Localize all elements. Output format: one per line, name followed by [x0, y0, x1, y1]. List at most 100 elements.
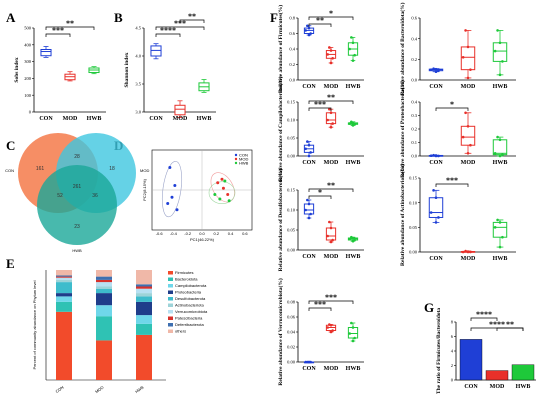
- legend-swatch-Bacteroidota: [168, 277, 173, 281]
- legend-label-Bacteroidota: Bacteroidota: [175, 277, 198, 282]
- sig-bracket-F7: [308, 307, 332, 311]
- x-tick-label-F4: CON: [429, 160, 443, 166]
- sig-label-A: ***: [52, 26, 64, 35]
- point-F6-CON: [434, 221, 438, 224]
- panel-letter-C: C: [6, 138, 15, 153]
- sig-bracket-F6: [435, 183, 469, 187]
- legend-label-Deferribacterota: Deferribacterota: [175, 322, 204, 327]
- stack-segment-Deferribacterota: [56, 275, 72, 277]
- point-F4-MOD: [464, 111, 467, 115]
- point-F5-MOD: [326, 234, 329, 238]
- bar-sig-bracket: [496, 327, 524, 331]
- stack-segment-Proteobacteria: [136, 301, 152, 316]
- bar-y-tick-label: 8: [451, 320, 454, 325]
- y-tick-label-F2: 0.2: [411, 57, 417, 62]
- bar-y-tick-label: 4: [451, 349, 454, 354]
- y-tick-label-F1: 0.0: [289, 78, 295, 83]
- sig-bracket-F4: [435, 107, 469, 111]
- legend-swatch-Deferribacterota: [168, 323, 173, 327]
- panel-letter-B: B: [114, 10, 123, 25]
- point-F6-HWB: [498, 221, 502, 224]
- panel-letter-G: G: [424, 300, 434, 315]
- y-tick-label-F5: 0.00: [287, 248, 296, 253]
- venn-count-CON_only: 161: [36, 166, 45, 172]
- point-F1-HWB: [350, 36, 353, 39]
- panel-letter-E: E: [6, 256, 15, 271]
- stack-segment-Desulfobacterota: [136, 296, 152, 302]
- point-F1-MOD: [331, 57, 334, 60]
- x-tick-label-F1: MOD: [324, 84, 339, 90]
- sig-label-F3: ***: [314, 100, 326, 109]
- stack-segment-Proteobacteria: [96, 293, 112, 306]
- point-F1-MOD: [328, 46, 331, 49]
- y-tick-label-F1: 0.2: [289, 62, 295, 67]
- y-tick-label-F4: 0.1: [411, 140, 417, 145]
- point-F6-HWB: [498, 245, 502, 249]
- legend-dot-MOD: [234, 157, 238, 161]
- stack-segment-Patescibacteria: [136, 286, 152, 289]
- legend-swatch-Patescibacteria: [168, 316, 173, 320]
- y-tick-label-F3: 0.15: [287, 100, 296, 105]
- bar-y-tick-label: 0: [451, 378, 454, 383]
- point-F6-MOD: [469, 250, 472, 254]
- bar-y-tick-label: 6: [451, 334, 454, 339]
- y-tick-label-F6: 0.15: [409, 176, 418, 181]
- x-tick-label-F3: MOD: [324, 160, 339, 166]
- legend-swatch-Campilobacterota: [168, 284, 173, 288]
- y-tick-label-F2: 0.6: [411, 16, 417, 21]
- sig-label-F6: ***: [446, 176, 458, 185]
- sig-bracket-F7: [308, 300, 354, 304]
- point-F5-CON: [309, 212, 312, 216]
- pcoa-point-CON: [170, 195, 174, 199]
- legend-label-Firmicutes: Firmicutes: [175, 270, 193, 275]
- point-F1-HWB: [348, 47, 351, 51]
- point-F3-CON: [307, 143, 311, 147]
- venn-count-CON_HWB: 52: [57, 193, 63, 199]
- pcoa-x-tick: 0.6: [242, 231, 248, 236]
- point-F4-HWB: [501, 153, 504, 156]
- point-F2-HWB: [496, 29, 499, 32]
- sig-bracket-F1: [308, 16, 354, 20]
- y-axis-label-F4: Relative abundance of Proteobacteria(%): [399, 80, 406, 178]
- point-F7-MOD: [328, 323, 331, 326]
- y-tick-label-F4: 0.2: [411, 127, 417, 132]
- stack-segment-Campilobacterota: [56, 296, 72, 302]
- point-F1-HWB: [351, 59, 355, 62]
- point-F1-CON: [304, 29, 307, 32]
- panel-letter-F: F: [270, 10, 278, 25]
- point-F3-MOD: [326, 118, 329, 122]
- point-F3-MOD: [328, 107, 331, 111]
- y-axis-label-F5: Relative abundance of Desulfobacterota(%…: [277, 168, 284, 271]
- bar-x-tick-label: CON: [464, 384, 478, 390]
- stack-segment-Bacteroidota: [96, 316, 112, 341]
- point-F1-MOD: [329, 49, 333, 52]
- pcoa-x-tick: 0.4: [228, 231, 234, 236]
- stack-segment-Campilobacterota: [96, 305, 112, 317]
- bar-MOD: [485, 370, 509, 381]
- bar-HWB: [511, 364, 535, 381]
- y-tick-label-F3: 0.10: [287, 118, 296, 123]
- legend-dot-CON: [234, 153, 238, 157]
- point-F5-HWB: [348, 237, 351, 241]
- box-F3-MOD: [325, 112, 337, 125]
- x-tick-label-F1: CON: [302, 84, 316, 90]
- point-F4-CON: [434, 154, 438, 157]
- x-tick-label-B: CON: [149, 116, 163, 122]
- stack-segment-Actinobacteriota: [96, 286, 112, 289]
- point-F5-HWB: [350, 235, 353, 239]
- box-F5-MOD: [325, 227, 337, 241]
- point-F5-HWB: [353, 238, 356, 242]
- legend-label-Actinobacteriota: Actinobacteriota: [175, 303, 204, 308]
- box-A-CON: [40, 49, 52, 57]
- y-tick-label-F1: 0.4: [289, 47, 295, 52]
- legend-swatch-Firmicutes: [168, 271, 173, 275]
- point-F2-MOD: [466, 76, 470, 80]
- sig-label-A: **: [66, 19, 74, 28]
- legend-label-Proteobacteria: Proteobacteria: [175, 290, 202, 295]
- x-tick-label-F6: MOD: [461, 256, 476, 262]
- bar-sig-label: ****: [489, 320, 505, 329]
- y-tick-label-F7: 0.04: [287, 330, 296, 335]
- x-tick-label-F3: HWB: [346, 160, 361, 166]
- y-tick-label-F3: 0.00: [287, 154, 296, 159]
- y-tick-label-F7: 0.02: [287, 345, 295, 350]
